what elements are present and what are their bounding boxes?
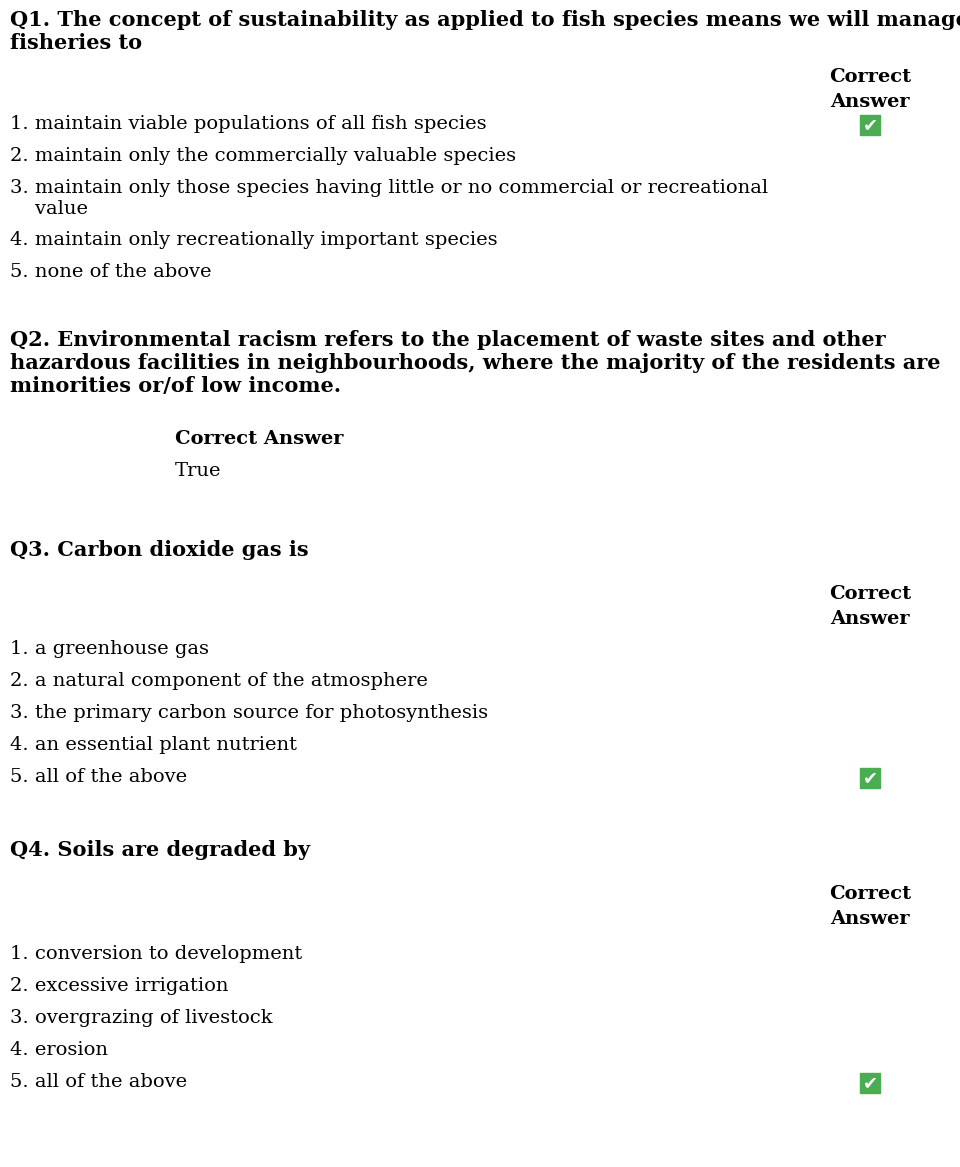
Text: 4. erosion: 4. erosion [10, 1041, 108, 1058]
Text: 1. maintain viable populations of all fish species: 1. maintain viable populations of all fi… [10, 116, 487, 133]
Text: Correct
Answer: Correct Answer [828, 585, 911, 628]
FancyBboxPatch shape [860, 1072, 880, 1093]
FancyBboxPatch shape [860, 768, 880, 788]
Text: 5. all of the above: 5. all of the above [10, 768, 187, 787]
FancyBboxPatch shape [860, 116, 880, 135]
Text: Q4. Soils are degraded by: Q4. Soils are degraded by [10, 840, 310, 860]
Text: ✔: ✔ [862, 1074, 877, 1092]
Text: Correct
Answer: Correct Answer [828, 885, 911, 928]
Text: Q2. Environmental racism refers to the placement of waste sites and other
hazard: Q2. Environmental racism refers to the p… [10, 330, 941, 397]
Text: 1. conversion to development: 1. conversion to development [10, 945, 302, 963]
Text: Correct
Answer: Correct Answer [828, 68, 911, 111]
Text: Q3. Carbon dioxide gas is: Q3. Carbon dioxide gas is [10, 540, 308, 560]
Text: Q1. The concept of sustainability as applied to fish species means we will manag: Q1. The concept of sustainability as app… [10, 11, 960, 54]
Text: 4. maintain only recreationally important species: 4. maintain only recreationally importan… [10, 231, 497, 249]
Text: 2. a natural component of the atmosphere: 2. a natural component of the atmosphere [10, 672, 428, 690]
Text: 3. the primary carbon source for photosynthesis: 3. the primary carbon source for photosy… [10, 704, 488, 722]
Text: Correct Answer: Correct Answer [175, 429, 344, 448]
Text: 1. a greenhouse gas: 1. a greenhouse gas [10, 640, 209, 658]
Text: 5. all of the above: 5. all of the above [10, 1072, 187, 1091]
Text: 2. excessive irrigation: 2. excessive irrigation [10, 977, 228, 995]
Text: 3. overgrazing of livestock: 3. overgrazing of livestock [10, 1009, 273, 1027]
Text: 5. none of the above: 5. none of the above [10, 263, 211, 281]
Text: 3. maintain only those species having little or no commercial or recreational
  : 3. maintain only those species having li… [10, 179, 768, 218]
Text: ✔: ✔ [862, 769, 877, 787]
Text: True: True [175, 462, 222, 480]
Text: ✔: ✔ [862, 116, 877, 134]
Text: 4. an essential plant nutrient: 4. an essential plant nutrient [10, 736, 297, 754]
Text: 2. maintain only the commercially valuable species: 2. maintain only the commercially valuab… [10, 147, 516, 165]
